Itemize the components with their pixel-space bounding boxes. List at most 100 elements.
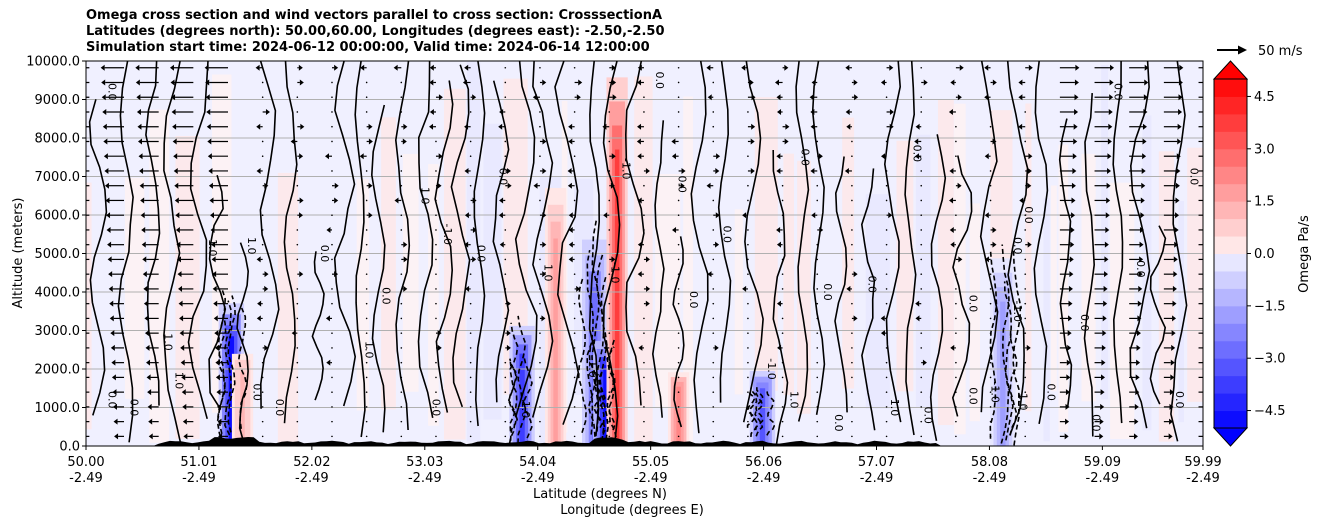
wind-vector-head: [776, 226, 781, 233]
omega-strip: [754, 97, 778, 391]
wind-vector: [920, 199, 923, 202]
wind-vector-head: [776, 153, 781, 160]
wind-vector-head: [1065, 403, 1070, 410]
wind-vector-head: [742, 212, 747, 219]
wind-vector-head: [368, 138, 373, 145]
wind-vector-head: [105, 197, 110, 204]
wind-vector-head: [819, 226, 824, 233]
wind-vector-head: [213, 315, 218, 322]
wind-vector: [504, 317, 507, 320]
wind-vector-head: [142, 256, 147, 263]
wind-vector: [989, 406, 992, 408]
wind-vector: [816, 243, 819, 246]
wind-vector: [435, 214, 437, 216]
wind-vector-head: [1070, 241, 1075, 248]
wind-vector-head: [611, 256, 616, 263]
wind-vector: [469, 406, 472, 408]
wind-vector-head: [1071, 182, 1076, 189]
wind-vector-head: [147, 403, 152, 410]
y-tick-label: 5000.0: [35, 247, 81, 262]
contour-label: 0.0: [1134, 260, 1147, 278]
wind-vector-head: [214, 344, 219, 351]
contour-zero: [772, 149, 789, 446]
x-tick-label-lat: 59.09: [1084, 455, 1121, 470]
wind-vector-head: [1027, 167, 1032, 174]
contour-label: 1.0: [245, 237, 258, 255]
wind-vector: [851, 229, 853, 231]
wind-vector: [504, 258, 507, 261]
contour-zero: [1170, 61, 1188, 442]
y-tick-label: 4000.0: [35, 286, 81, 301]
wind-vector-head: [325, 315, 330, 322]
wind-vector-head: [264, 285, 269, 292]
contour-label: 0.0: [966, 387, 979, 405]
wind-vector: [712, 376, 715, 379]
wind-vector: [747, 184, 749, 187]
wind-vector-head: [1176, 153, 1181, 160]
wind-vector-head: [299, 153, 304, 160]
wind-vector: [608, 170, 611, 172]
contour-negative: [1012, 248, 1022, 446]
wind-vector-head: [171, 108, 176, 115]
wind-vector: [851, 347, 853, 349]
wind-vector: [851, 258, 853, 261]
x-tick-label-lon: -2.49: [295, 471, 329, 486]
wind-vector-head: [1144, 64, 1149, 71]
wind-vector-head: [1109, 79, 1114, 86]
contour-zero: [1006, 61, 1029, 436]
wind-vector: [400, 229, 403, 231]
wind-vector-head: [1168, 433, 1173, 440]
wind-vector: [539, 332, 541, 334]
wind-vector-head: [1107, 167, 1112, 174]
wind-vector-head: [603, 344, 608, 351]
gridlines: [86, 99, 1203, 408]
wind-vector-head: [1169, 403, 1174, 410]
contour-label: 1.0: [541, 264, 554, 282]
wind-vector: [469, 111, 472, 113]
wind-vector: [781, 435, 784, 438]
wind-vector: [712, 406, 715, 408]
wind-vector: [677, 302, 680, 305]
wind-vector-head: [992, 241, 997, 248]
wind-vector-head: [1170, 359, 1175, 366]
contour-zero: [690, 61, 709, 434]
wind-vector-head: [472, 256, 477, 263]
colorbar-segment: [1214, 166, 1247, 185]
wind-vector-head: [182, 403, 187, 410]
contour-label: 0.0: [832, 414, 845, 432]
contour-label: 0.0: [1112, 83, 1125, 101]
wind-vector-head: [1099, 418, 1104, 425]
contour-zero: [117, 61, 134, 443]
y-tick-label: 6000.0: [35, 209, 81, 224]
wind-vector: [469, 140, 472, 143]
wind-vector: [400, 214, 403, 216]
contour-zero: [394, 61, 411, 431]
wind-vector-head: [889, 64, 894, 71]
omega-strip: [915, 134, 931, 408]
wind-vector-head: [568, 212, 573, 219]
wind-vector-head: [1066, 374, 1071, 381]
contour-label: 0.0: [1011, 237, 1024, 255]
wind-vector: [989, 288, 992, 290]
wind-vector-head: [777, 344, 782, 351]
wind-vector: [920, 214, 923, 216]
wind-vector: [539, 199, 541, 202]
colorbar-tick-label: −4.5: [1254, 404, 1286, 419]
wind-vector-head: [139, 182, 144, 189]
wind-vector-head: [1104, 271, 1109, 278]
wind-vector-head: [671, 138, 676, 145]
wind-vector-head: [506, 330, 511, 337]
omega-strip: [175, 135, 200, 439]
wind-vector-head: [498, 212, 503, 219]
wind-vector: [920, 170, 923, 172]
wind-vector-head: [137, 123, 142, 130]
wind-vector-head: [777, 108, 782, 115]
colorbar: 4.5 3.0 1.5 0.0 −1.5 −3.0 −4.5: [1212, 60, 1286, 447]
wind-vector: [1024, 391, 1027, 393]
wind-vector: [643, 96, 645, 99]
wind-vector: [989, 361, 992, 364]
omega-strip: [258, 70, 271, 429]
wind-vector: [677, 391, 680, 393]
wind-vector-head: [716, 153, 721, 160]
wind-vector-head: [750, 167, 755, 174]
